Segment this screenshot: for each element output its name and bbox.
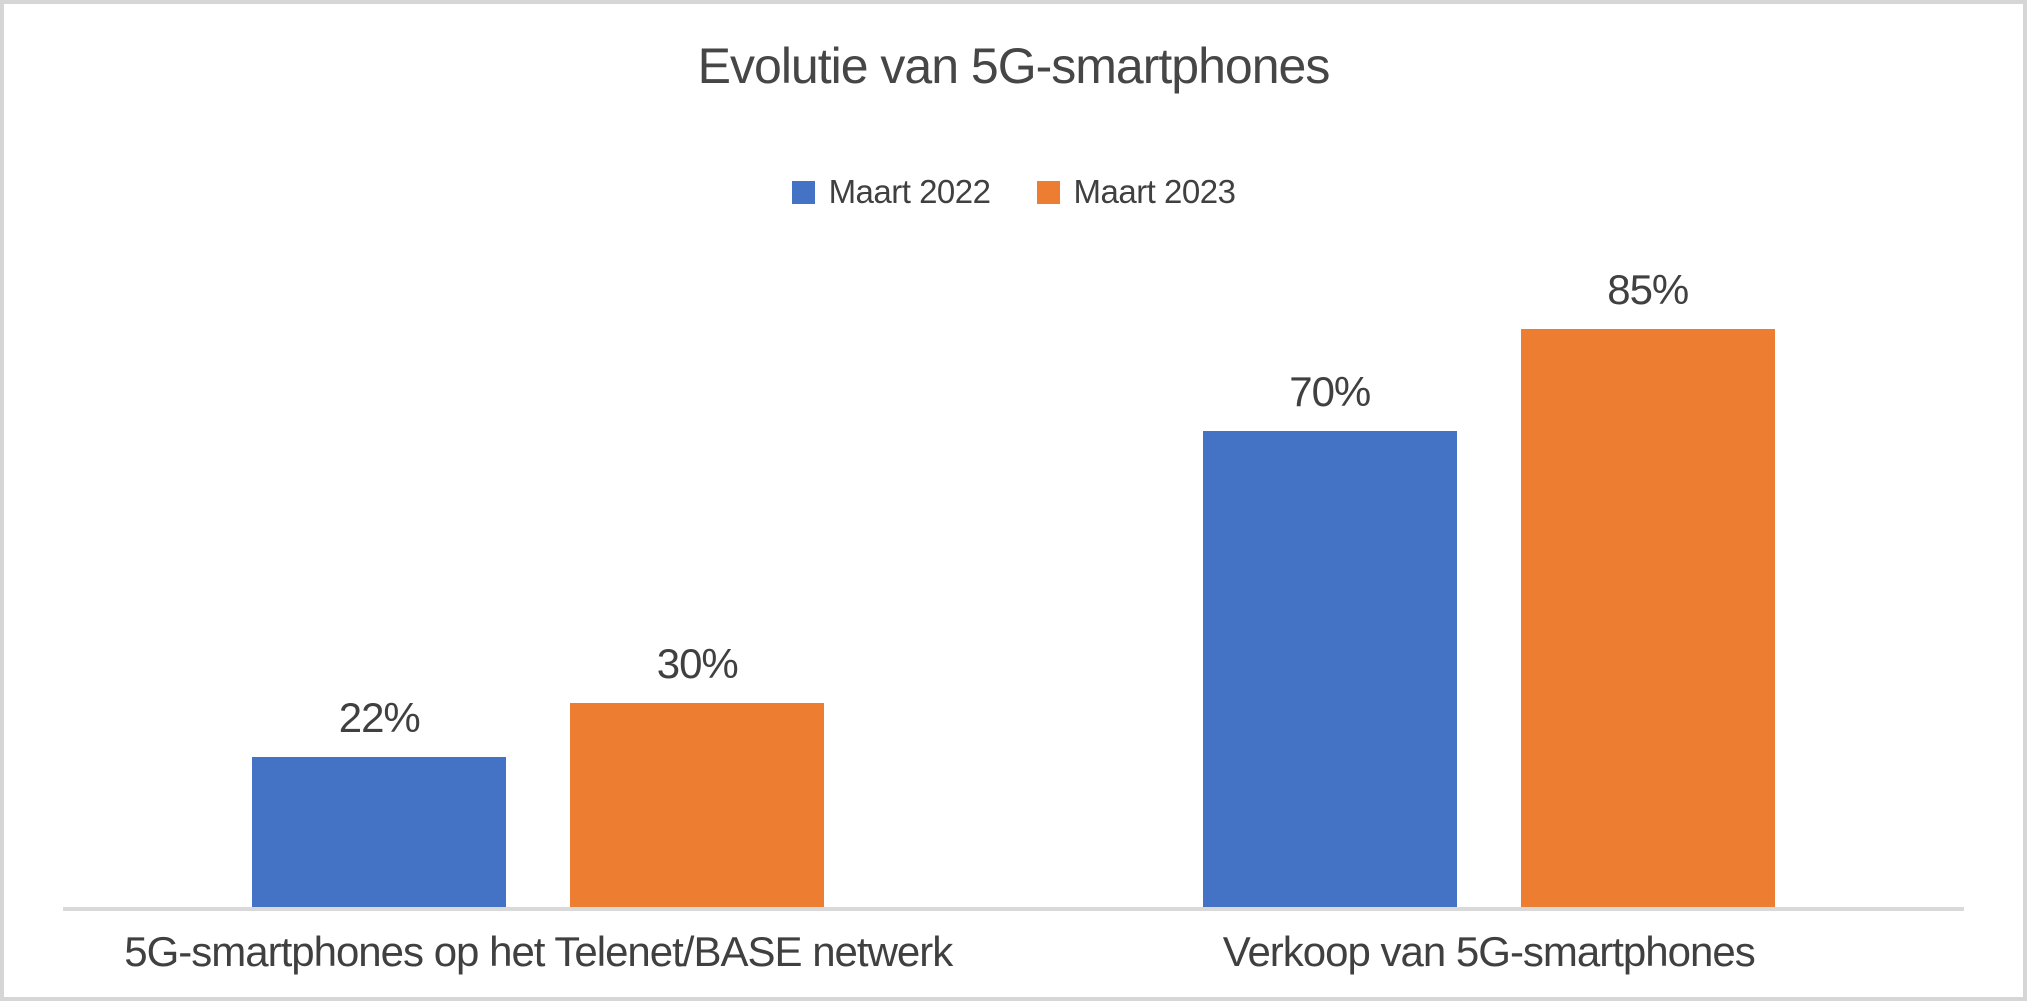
- bar-value-label: 70%: [1289, 368, 1371, 415]
- bar-maart-2022: [252, 757, 507, 907]
- plot-area: 22% 30% 70% 85%: [63, 149, 1964, 907]
- category-label: 5G-smartphones op het Telenet/BASE netwe…: [124, 928, 953, 975]
- category-axis-labels: 5G-smartphones op het Telenet/BASE netwe…: [63, 926, 1964, 978]
- bar-column: 30%: [570, 640, 825, 907]
- legend-item: Maart 2022: [791, 172, 991, 212]
- chart-title: Evolutie van 5G-smartphones: [697, 38, 1331, 94]
- bar-group: 70% 85%: [1014, 149, 1965, 907]
- legend-label: Maart 2023: [1073, 173, 1236, 210]
- legend-swatch-icon: [1036, 180, 1060, 204]
- bar-column: 85%: [1520, 266, 1775, 907]
- legend-swatch-icon: [791, 180, 815, 204]
- bar-value-label: 22%: [338, 694, 421, 742]
- bar-value-label: 30%: [656, 640, 739, 687]
- legend: Maart 2022 Maart 2023: [4, 172, 2023, 212]
- category-label: Verkoop van 5G-smartphones: [1222, 928, 1756, 975]
- legend-label: Maart 2022: [828, 173, 991, 210]
- bar-group: 22% 30%: [63, 149, 1014, 907]
- bar-maart-2023: [570, 703, 825, 907]
- bar-column: 70%: [1202, 368, 1457, 907]
- x-axis-line: [63, 907, 1964, 911]
- bar-column: 22%: [252, 694, 507, 907]
- bar-value-label: 85%: [1607, 266, 1689, 313]
- legend-item: Maart 2023: [1036, 172, 1236, 212]
- bar-maart-2022: [1202, 431, 1457, 907]
- bar-maart-2023: [1520, 329, 1775, 907]
